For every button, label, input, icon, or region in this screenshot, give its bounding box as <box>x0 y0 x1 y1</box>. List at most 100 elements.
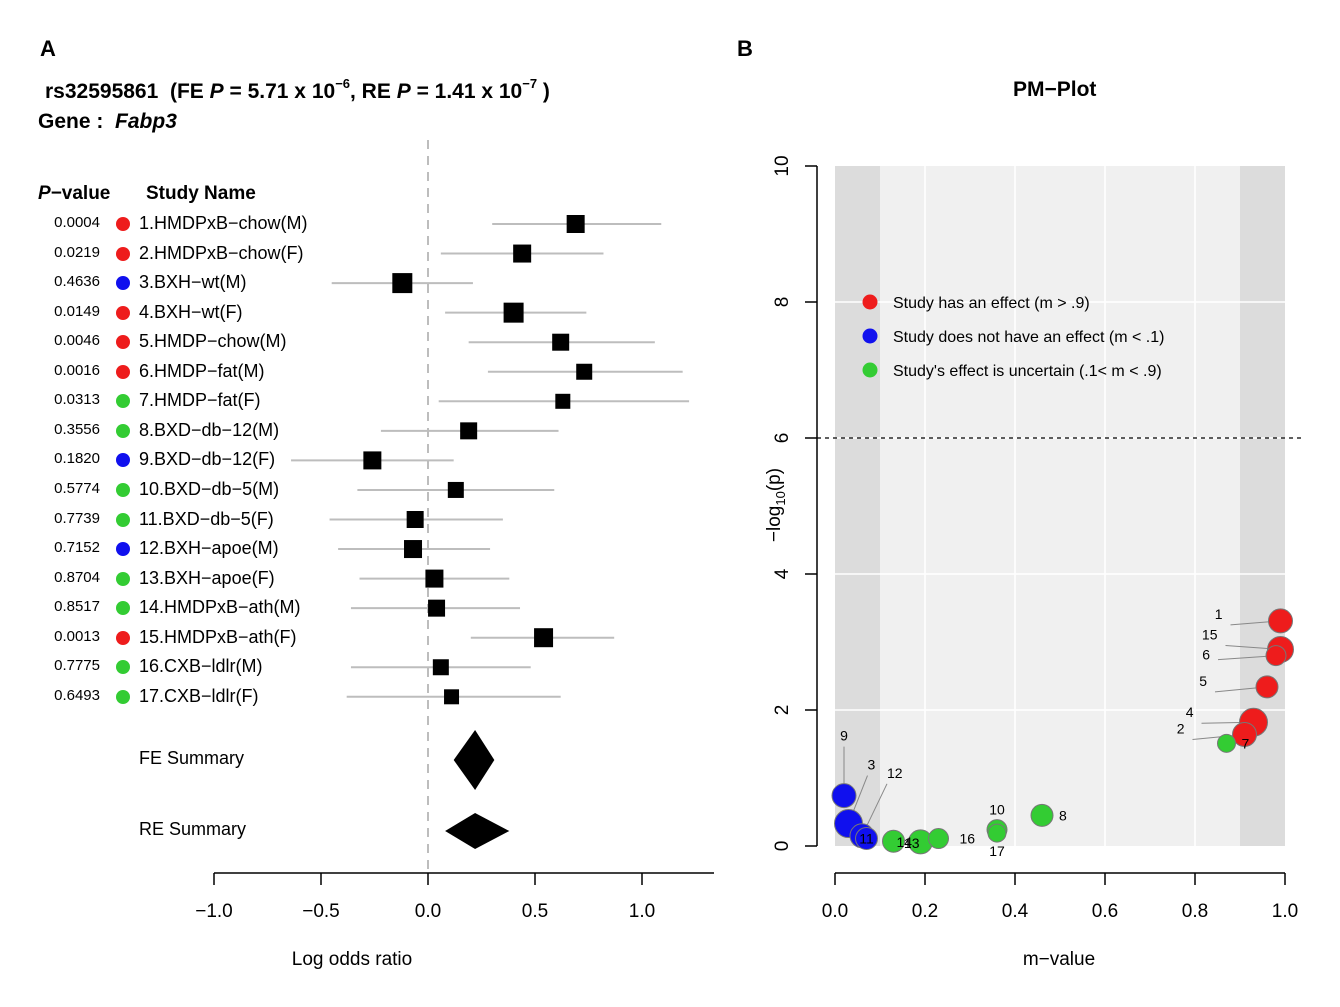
pm-shaded-region <box>835 166 880 846</box>
pm-point <box>1265 645 1287 667</box>
study-name: 11.BXD−db−5(F) <box>139 508 274 529</box>
summary-diamond-fe <box>453 730 495 790</box>
study-name: 13.BXH−apoe(F) <box>139 567 275 588</box>
pvalue-rest: −value <box>50 183 111 204</box>
forest-x-tick-label: −1.0 <box>195 901 233 922</box>
pm-x-tick-label: 0.0 <box>822 901 848 922</box>
study-effect-marker <box>552 333 570 351</box>
pm-point <box>1232 721 1257 747</box>
pm-plot-area <box>835 166 1285 846</box>
pm-y-tick-label: 8 <box>772 297 793 308</box>
study-name: 16.CXB−ldlr(M) <box>139 656 263 677</box>
study-pvalue: 0.0016 <box>54 361 100 379</box>
pm-y-tick-label: 10 <box>772 155 793 176</box>
study-name: 15.HMDPxB−ath(F) <box>139 626 297 647</box>
pm-point-label: 6 <box>1202 647 1210 663</box>
study-pvalue: 0.0313 <box>54 391 100 409</box>
re-p-value: = 1.41 x 10 <box>416 80 523 103</box>
pm-x-tick-label: 0.2 <box>912 901 938 922</box>
study-status-dot <box>116 246 130 261</box>
pm-y-label: −log10(p) <box>764 468 788 542</box>
study-status-dot <box>116 364 130 379</box>
study-effect-marker <box>432 659 449 676</box>
forest-x-label: Log odds ratio <box>292 949 412 970</box>
study-name: 10.BXD−db−5(M) <box>139 478 280 499</box>
study-status-dot <box>116 305 130 320</box>
pm-point-label: 8 <box>1059 807 1067 823</box>
gene-label: Gene : <box>38 110 104 133</box>
pm-point <box>1030 803 1054 827</box>
study-pvalue: 0.4636 <box>54 273 100 291</box>
study-effect-marker <box>534 628 554 648</box>
study-status-dot <box>116 394 130 409</box>
study-effect-marker <box>392 273 413 294</box>
fe-summary-label: FE Summary <box>139 748 245 768</box>
pm-point-label: 7 <box>1242 735 1250 751</box>
study-name: 4.BXH−wt(F) <box>139 301 243 322</box>
study-status-dot <box>116 601 130 616</box>
pm-point <box>987 823 1007 843</box>
study-pvalue: 0.6493 <box>54 686 100 704</box>
study-status-dot <box>116 542 130 557</box>
pm-y-tick-label: 4 <box>772 568 793 579</box>
study-effect-marker <box>503 302 524 323</box>
pm-point-label: 1 <box>1215 606 1223 622</box>
gene-name: Fabp3 <box>115 110 177 133</box>
pm-point-label: 3 <box>868 757 876 773</box>
study-effect-marker <box>447 481 464 498</box>
study-name: 12.BXH−apoe(M) <box>139 538 279 559</box>
pm-point-label: 5 <box>1199 673 1207 689</box>
study-pvalue: 0.8704 <box>54 568 100 586</box>
pvalue-column-header: P−value <box>38 183 110 205</box>
pm-x-tick-label: 0.6 <box>1092 901 1118 922</box>
pm-point <box>928 828 949 850</box>
re-p-exponent: −7 <box>522 76 538 91</box>
study-effect-marker <box>428 599 446 617</box>
pm-point-label: 10 <box>989 802 1005 818</box>
study-pvalue: 0.7739 <box>54 509 100 527</box>
snp-id: rs32595861 <box>45 80 159 103</box>
legend-label: Study does not have an effect (m < .1) <box>893 329 1164 346</box>
study-status-dot <box>116 630 130 645</box>
pm-x-label: m−value <box>1023 949 1095 970</box>
study-effect-marker <box>406 511 424 528</box>
study-status-dot <box>116 660 130 675</box>
study-status-dot <box>116 482 130 497</box>
study-effect-marker <box>566 215 585 233</box>
forest-x-tick-label: 0.5 <box>522 901 548 922</box>
pm-x-tick-label: 0.4 <box>1002 901 1029 922</box>
pvalue-p-symbol: P <box>38 183 51 204</box>
gene-header: Gene : Fabp3 <box>38 110 177 134</box>
pm-point-label: 2 <box>1177 720 1185 736</box>
pm-legend: Study has an effect (m > .9) Study does n… <box>862 294 1164 380</box>
pm-point-label: 9 <box>840 728 848 744</box>
study-pvalue: 0.0004 <box>54 214 100 231</box>
study-name: 6.HMDP−fat(M) <box>139 360 265 381</box>
pm-point <box>1268 608 1293 634</box>
study-status-dot <box>116 335 130 350</box>
legend-swatch <box>862 294 878 310</box>
study-pvalue: 0.1820 <box>54 450 100 468</box>
study-effect-marker <box>404 540 423 559</box>
study-effect-marker <box>425 569 444 588</box>
study-status-dot <box>116 453 130 468</box>
pm-plot-background <box>817 166 1305 846</box>
pm-point-label: 15 <box>1202 626 1218 642</box>
pm-x-tick-label: 1.0 <box>1272 901 1298 922</box>
pm-point-label: 16 <box>960 831 976 847</box>
study-status-dot <box>116 571 130 586</box>
study-column-header: Study Name <box>146 183 256 204</box>
pm-plot-title: PM−Plot <box>1013 78 1097 101</box>
re-label: , RE <box>350 80 391 103</box>
forest-plot: −1.0 −0.5 0.0 0.5 1.0 Log odds ratio <box>195 140 714 970</box>
forest-marks: −1.0 −0.5 0.0 0.5 1.0 <box>195 215 690 922</box>
study-status-dot <box>116 217 130 231</box>
pm-point-label: 12 <box>887 765 903 781</box>
study-effect-marker <box>444 689 460 705</box>
pm-point <box>1255 675 1279 699</box>
pm-point <box>855 827 878 851</box>
pm-point-label: 14 <box>897 834 913 850</box>
study-name: 9.BXD−db−12(F) <box>139 449 276 470</box>
